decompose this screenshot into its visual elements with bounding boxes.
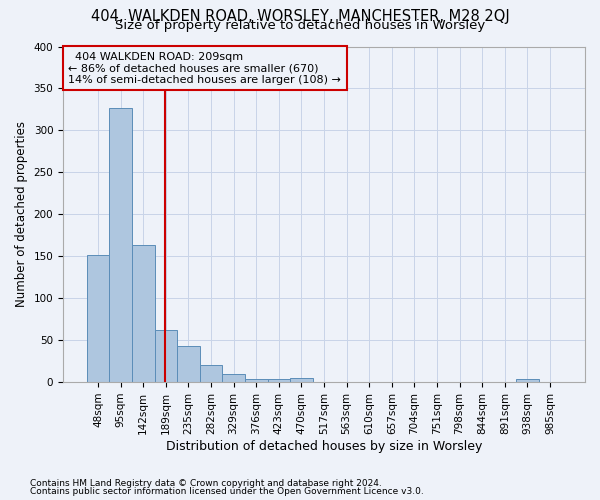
Bar <box>132 244 155 382</box>
Bar <box>177 346 200 382</box>
Text: Contains HM Land Registry data © Crown copyright and database right 2024.: Contains HM Land Registry data © Crown c… <box>30 478 382 488</box>
Bar <box>516 378 539 382</box>
Bar <box>268 378 290 382</box>
Text: Contains public sector information licensed under the Open Government Licence v3: Contains public sector information licen… <box>30 487 424 496</box>
Bar <box>245 378 268 382</box>
Bar <box>155 330 177 382</box>
Y-axis label: Number of detached properties: Number of detached properties <box>15 122 28 308</box>
Bar <box>290 378 313 382</box>
Bar <box>87 256 109 382</box>
Text: Size of property relative to detached houses in Worsley: Size of property relative to detached ho… <box>115 19 485 32</box>
Text: 404, WALKDEN ROAD, WORSLEY, MANCHESTER, M28 2QJ: 404, WALKDEN ROAD, WORSLEY, MANCHESTER, … <box>91 9 509 24</box>
Bar <box>200 366 223 382</box>
Text: 404 WALKDEN ROAD: 209sqm
← 86% of detached houses are smaller (670)
14% of semi-: 404 WALKDEN ROAD: 209sqm ← 86% of detach… <box>68 52 341 84</box>
Bar <box>223 374 245 382</box>
X-axis label: Distribution of detached houses by size in Worsley: Distribution of detached houses by size … <box>166 440 482 452</box>
Bar <box>109 108 132 382</box>
